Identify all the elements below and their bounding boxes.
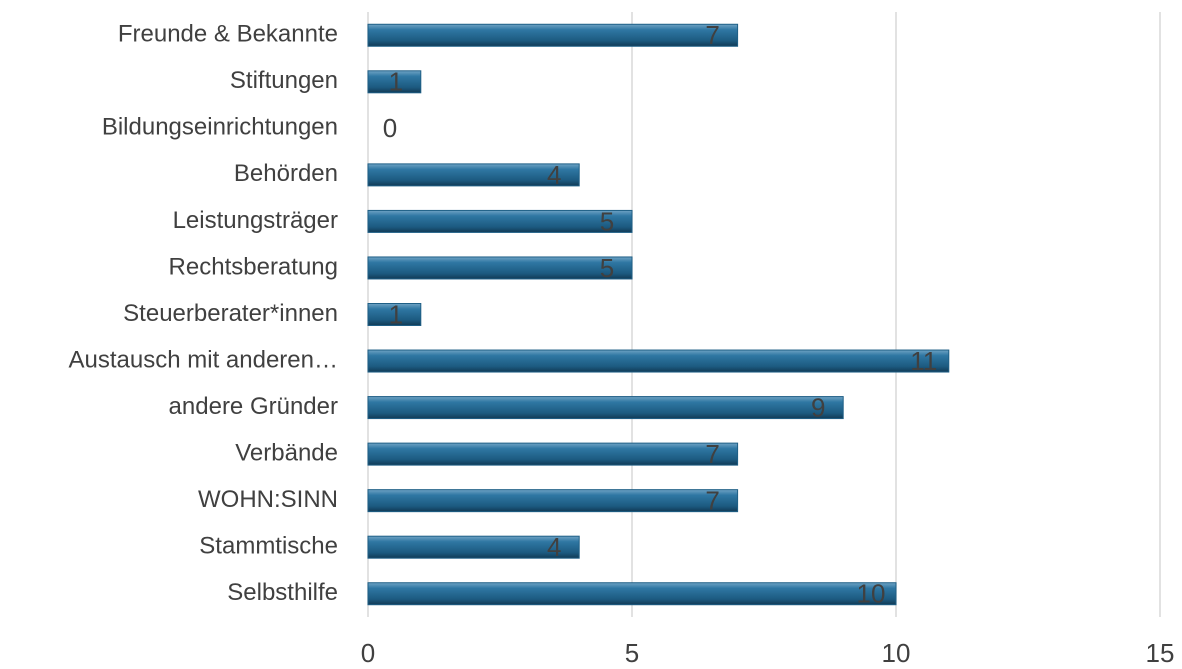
y-tick-label: Rechtsberatung [169, 253, 338, 280]
bar [367, 70, 422, 94]
data-label: 10 [857, 579, 886, 609]
x-tick-label: 0 [361, 638, 375, 668]
y-tick-label: Verbände [235, 439, 338, 466]
x-tick-label: 5 [625, 638, 639, 668]
bar [367, 442, 739, 466]
data-label: 7 [705, 486, 719, 516]
y-tick-label: Behörden [234, 160, 338, 187]
x-tick-label: 15 [1146, 638, 1175, 668]
bar [367, 209, 633, 233]
bar [367, 349, 950, 373]
data-label: 1 [389, 299, 403, 329]
y-tick-label: Freunde & Bekannte [118, 21, 338, 48]
data-label: 0 [383, 113, 397, 143]
bar [367, 396, 844, 420]
data-label: 4 [547, 160, 561, 190]
y-tick-label: Selbsthilfe [227, 579, 338, 606]
bar [367, 582, 897, 606]
bar [367, 23, 739, 47]
y-tick-label: Stammtische [199, 533, 338, 560]
bar [367, 535, 580, 559]
x-tick-label: 10 [882, 638, 911, 668]
y-tick-label: andere Gründer [169, 393, 338, 420]
y-tick-label: Austausch mit anderen… [69, 346, 338, 373]
data-label: 5 [600, 253, 614, 283]
y-tick-label: Stiftungen [230, 67, 338, 94]
y-tick-label: Leistungsträger [173, 207, 338, 234]
bar [367, 489, 739, 513]
data-label: 7 [705, 20, 719, 50]
data-label: 1 [389, 67, 403, 97]
y-tick-label: WOHN:SINN [198, 486, 338, 513]
bar [367, 163, 580, 187]
bar [367, 303, 422, 326]
y-tick-label: Steuerberater*innen [123, 300, 338, 327]
data-label: 11 [910, 346, 937, 376]
bar [367, 256, 633, 280]
data-label: 9 [811, 392, 825, 422]
data-label: 5 [600, 206, 614, 236]
data-label: 7 [705, 439, 719, 469]
data-label: 4 [547, 532, 561, 562]
y-tick-label: Bildungseinrichtungen [102, 114, 338, 141]
